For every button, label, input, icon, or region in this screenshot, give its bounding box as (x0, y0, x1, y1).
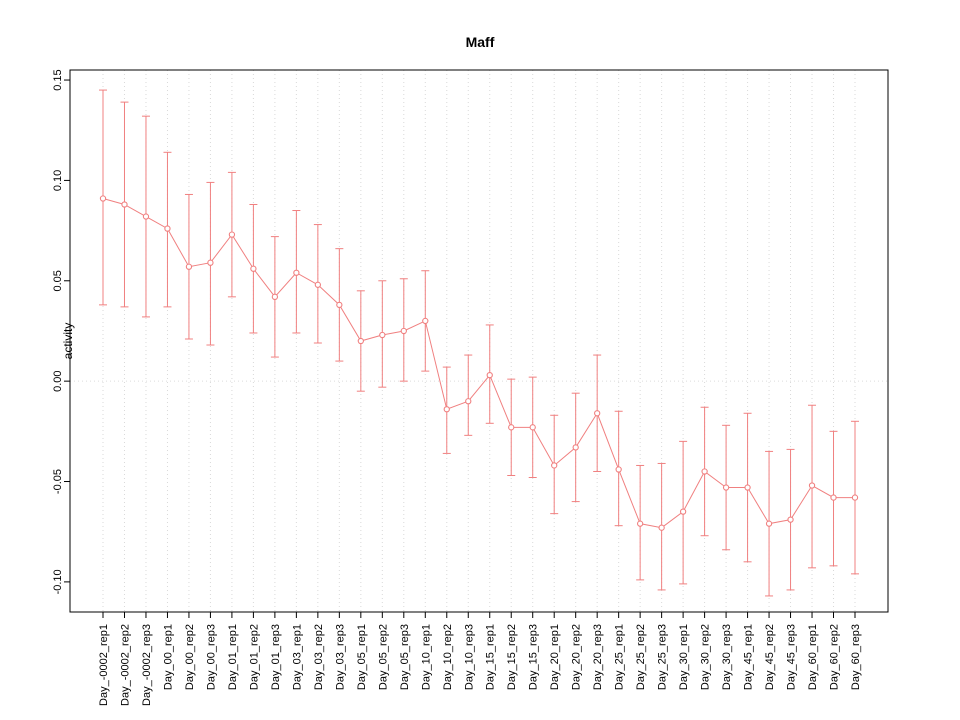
x-tick-label: Day_03_rep2 (313, 624, 325, 690)
data-point (508, 424, 515, 431)
x-tick-label: Day_30_rep3 (721, 624, 733, 690)
x-tick-label: Day_25_rep2 (635, 624, 647, 690)
data-point (293, 269, 300, 276)
x-axis: Day_-0002_rep1 Day_-0002_rep2 Day_-0002_re… (98, 612, 862, 706)
x-tick-label: Day_00_rep2 (184, 624, 196, 690)
data-point (422, 317, 429, 325)
data-point (314, 281, 322, 288)
data-point (551, 462, 558, 469)
y-tick-label: 0.15 (52, 69, 64, 90)
x-tick-label: Day_20_rep1 (549, 624, 561, 690)
x-tick-label: Day_-0002_rep3 (141, 624, 153, 706)
data-point (185, 263, 193, 270)
y-axis: -0.10 -0.05 0.00 0.05 0.10 0.15 (52, 69, 70, 594)
x-tick-label: Day_25_rep3 (657, 624, 669, 690)
x-tick-label: Day_25_rep1 (614, 624, 626, 690)
x-tick-label: Day_10_rep2 (442, 624, 454, 690)
vertical-gridlines (102, 70, 856, 612)
x-tick-label: Day_05_rep1 (356, 624, 368, 690)
data-point (142, 213, 150, 220)
data-point (443, 406, 450, 413)
data-point (379, 331, 386, 339)
data-point (99, 195, 107, 202)
data-point (486, 371, 493, 379)
data-point (250, 265, 257, 272)
data-point (357, 337, 364, 345)
x-tick-label: Day_03_rep1 (291, 624, 303, 690)
x-tick-label: Day_15_rep2 (506, 624, 518, 690)
data-point (808, 482, 816, 489)
data-point (615, 466, 622, 473)
y-tick-label: -0.10 (52, 569, 64, 594)
data-point (529, 424, 536, 431)
y-tick-label: 0.05 (52, 270, 64, 291)
x-tick-label: Day_00_rep3 (205, 624, 217, 690)
x-tick-label: Day_03_rep3 (334, 624, 346, 690)
series-points (99, 195, 859, 531)
x-tick-label: Day_01_rep1 (227, 624, 239, 690)
data-point (787, 516, 794, 523)
data-point (830, 494, 837, 501)
x-tick-label: Day_05_rep2 (377, 624, 389, 690)
data-point (572, 444, 579, 451)
data-point (658, 524, 665, 531)
x-tick-label: Day_15_rep3 (528, 624, 540, 690)
x-tick-label: Day_45_rep1 (743, 624, 755, 690)
x-tick-label: Day_20_rep3 (592, 624, 604, 690)
x-tick-label: Day_05_rep3 (399, 624, 411, 690)
error-bars (99, 89, 859, 597)
x-tick-label: Day_20_rep2 (571, 624, 583, 690)
data-point (271, 293, 279, 300)
data-point (765, 520, 773, 527)
data-point (228, 231, 236, 238)
data-point (679, 508, 687, 515)
chart-title: Maff (465, 34, 495, 50)
x-tick-label: Day_10_rep1 (420, 624, 432, 690)
x-tick-label: Day_01_rep2 (248, 624, 260, 690)
y-tick-label: 0.00 (52, 370, 64, 391)
data-point (164, 225, 171, 232)
x-tick-label: Day_30_rep1 (678, 624, 690, 690)
x-tick-label: Day_45_rep3 (786, 624, 798, 690)
series-line (102, 197, 855, 529)
x-tick-label: Day_00_rep1 (162, 624, 174, 690)
y-tick-label: 0.10 (52, 170, 64, 191)
x-tick-label: Day_30_rep2 (700, 624, 712, 690)
x-tick-label: Day_15_rep1 (485, 624, 497, 690)
x-tick-label: Day_60_rep3 (850, 624, 862, 690)
y-tick-label: -0.05 (52, 469, 64, 494)
data-point (722, 484, 730, 491)
x-tick-label: Day_45_rep2 (764, 624, 776, 690)
plot-border (69, 69, 889, 613)
data-point (851, 494, 859, 501)
data-point (594, 410, 601, 417)
data-point (744, 484, 751, 491)
x-tick-label: Day_60_rep1 (807, 624, 819, 690)
x-tick-label: Day_-0002_rep2 (119, 624, 131, 706)
x-tick-label: Day_60_rep2 (829, 624, 841, 690)
x-tick-label: Day_10_rep3 (463, 624, 475, 690)
data-point (121, 201, 128, 208)
x-tick-label: Day_01_rep3 (270, 624, 282, 690)
data-point (336, 301, 343, 309)
data-point (701, 468, 708, 475)
data-point (636, 520, 644, 527)
data-point (207, 259, 214, 266)
x-tick-label: Day_-0002_rep1 (98, 624, 110, 706)
data-point (465, 398, 472, 405)
data-point (400, 327, 407, 335)
